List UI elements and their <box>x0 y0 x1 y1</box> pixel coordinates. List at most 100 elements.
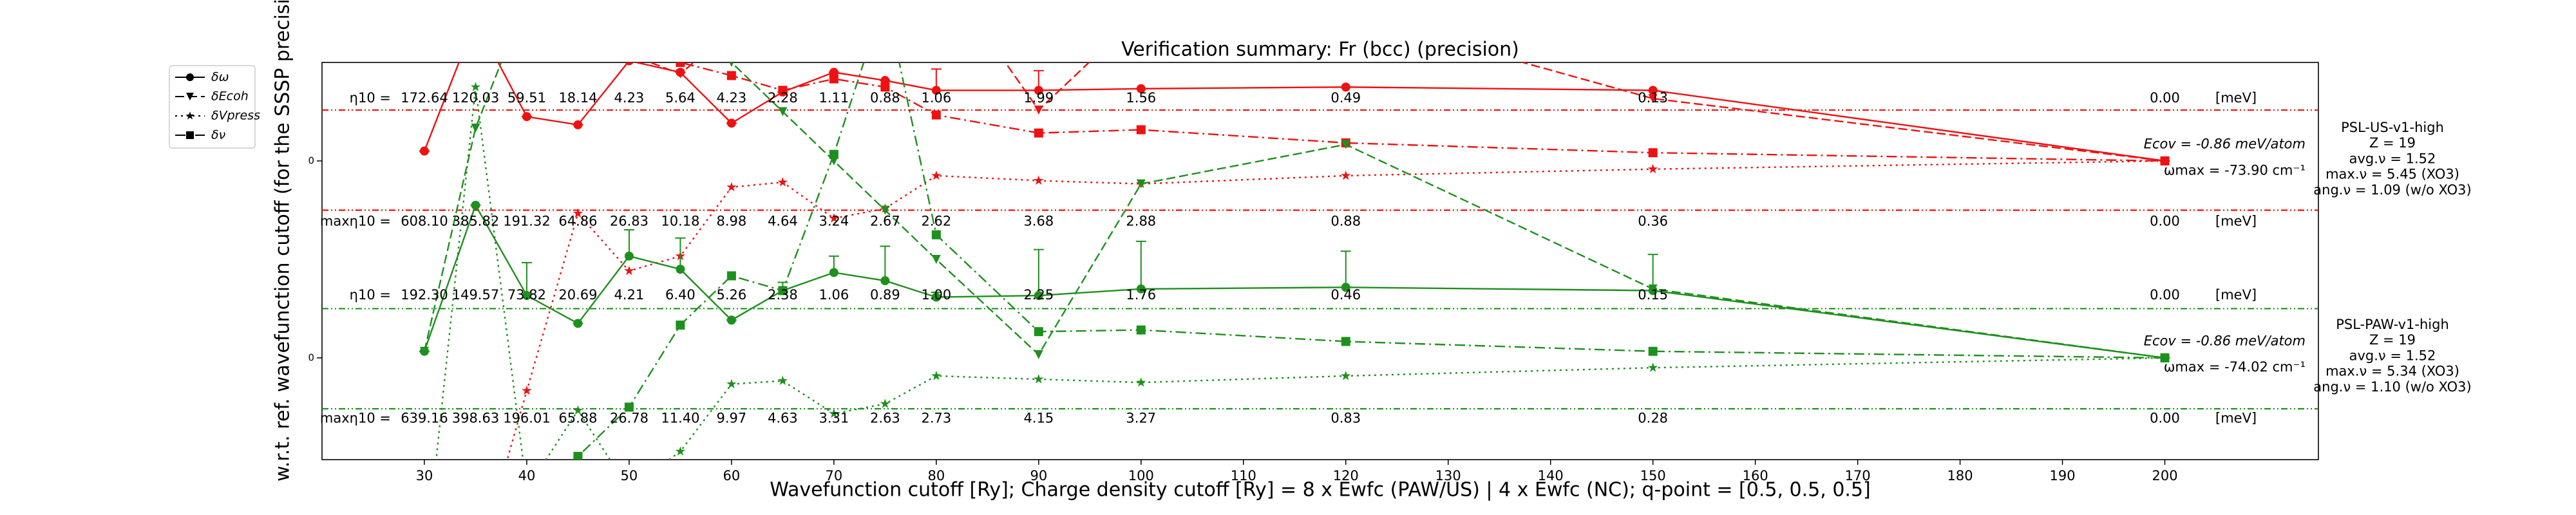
eta-value: 73.82 <box>507 287 546 303</box>
eta-value: 5.64 <box>665 90 696 106</box>
marker <box>522 485 531 494</box>
marker <box>829 149 838 159</box>
max-eta-value: 0.36 <box>1638 213 1668 229</box>
max-eta-value: 639.16 <box>401 410 448 426</box>
marker <box>186 73 194 81</box>
eta-value: 1.06 <box>819 287 849 303</box>
eta-value: 0.88 <box>870 90 900 106</box>
marker <box>931 370 942 380</box>
x-tick-label: 60 <box>723 468 741 483</box>
marker <box>778 286 788 295</box>
eta-value: 2.38 <box>768 287 798 303</box>
eta-value: 1.06 <box>921 90 951 106</box>
marker <box>1137 9 1146 18</box>
eta-value: 2.28 <box>768 90 798 106</box>
marker <box>573 25 582 34</box>
marker <box>419 484 429 494</box>
marker <box>726 182 737 192</box>
marker <box>522 0 531 1</box>
legend-label: δVpress <box>211 109 260 123</box>
marker <box>1341 370 1351 380</box>
eta-value: 0.15 <box>1638 287 1668 303</box>
x-tick-label: 70 <box>826 468 843 483</box>
marker <box>1034 350 1043 359</box>
eta-unit: [meV] <box>2215 287 2257 303</box>
x-tick-label: 100 <box>1128 468 1154 483</box>
marker <box>1648 164 1658 174</box>
error-bar <box>675 237 686 270</box>
marker <box>880 398 891 408</box>
legend-box <box>169 65 256 149</box>
series-line <box>423 62 2165 359</box>
eta-label: η10 = <box>350 90 391 106</box>
marker <box>726 315 736 325</box>
marker <box>1648 86 1658 95</box>
chart-title: Verification summary: Fr (bcc) (precisio… <box>1121 39 1519 61</box>
max-eta-value: 2.63 <box>870 410 900 426</box>
x-tick-label: 90 <box>1030 468 1047 483</box>
marker <box>676 265 685 274</box>
marker <box>625 33 634 42</box>
max-eta-value: 2.62 <box>921 213 951 229</box>
marker <box>1341 337 1350 346</box>
y-tick-label: 0 <box>308 351 314 363</box>
marker <box>625 50 634 59</box>
pseudo-info: avg.ν = 1.52 <box>2349 348 2436 363</box>
x-tick-label: 130 <box>1435 468 1461 483</box>
max-eta-value: 65.88 <box>558 410 597 426</box>
marker <box>573 120 583 129</box>
eta-value: 59.51 <box>507 90 546 106</box>
pseudo-info: Z = 19 <box>2369 135 2416 151</box>
max-eta-value: 0.88 <box>1331 213 1361 229</box>
eta-value: 0.46 <box>1331 287 1361 303</box>
marker <box>573 208 583 218</box>
series-line <box>678 62 2165 162</box>
y-tick-label: 0 <box>308 154 314 166</box>
eta-value: 1.00 <box>921 287 951 303</box>
series-line <box>506 160 2165 460</box>
max-eta-unit: [meV] <box>2215 410 2257 426</box>
marker <box>829 213 839 223</box>
marker <box>726 118 736 128</box>
ecov-note: Ecov = -0.86 meV/atom <box>2144 333 2306 348</box>
max-eta-value: 64.86 <box>558 213 597 229</box>
max-eta-value: 0.83 <box>1331 410 1361 426</box>
pseudo-info: max.ν = 5.34 (XO3) <box>2325 364 2459 379</box>
marker <box>419 146 429 156</box>
marker <box>185 111 194 120</box>
marker <box>624 484 634 494</box>
eta-value: 18.14 <box>558 90 597 106</box>
marker <box>471 200 480 210</box>
eta-value: 0.49 <box>1331 90 1361 106</box>
eta-value: 6.40 <box>665 287 696 303</box>
x-tick-label: 50 <box>621 468 638 483</box>
marker <box>1341 170 1351 180</box>
x-tick-label: 140 <box>1538 468 1564 483</box>
marker <box>624 402 634 412</box>
marker <box>1341 9 1350 18</box>
eta-value: 172.64 <box>401 90 448 106</box>
marker <box>880 205 890 215</box>
eta-value: 1.11 <box>819 90 849 106</box>
series-line <box>571 62 2165 460</box>
max-eta-value: 4.64 <box>768 213 798 229</box>
max-eta-value: 11.40 <box>661 410 699 426</box>
marker <box>186 93 194 100</box>
error-bar <box>1340 250 1351 288</box>
pseudo-info: max.ν = 5.45 (XO3) <box>2325 167 2459 182</box>
marker <box>931 292 941 302</box>
marker <box>726 71 736 80</box>
eta-label: η10 = <box>350 287 391 303</box>
pseudo-info: Z = 19 <box>2369 332 2416 348</box>
eta-unit: [meV] <box>2215 90 2257 106</box>
pseudo-info: PSL-US-v1-high <box>2341 120 2444 135</box>
max-eta-value: 26.83 <box>610 213 649 229</box>
max-eta-value: 608.10 <box>401 213 448 229</box>
marker <box>573 405 583 415</box>
series-line <box>648 62 2165 162</box>
marker <box>1034 105 1043 115</box>
marker <box>1136 179 1146 189</box>
marker <box>931 230 941 239</box>
x-tick-label: 30 <box>416 468 433 483</box>
